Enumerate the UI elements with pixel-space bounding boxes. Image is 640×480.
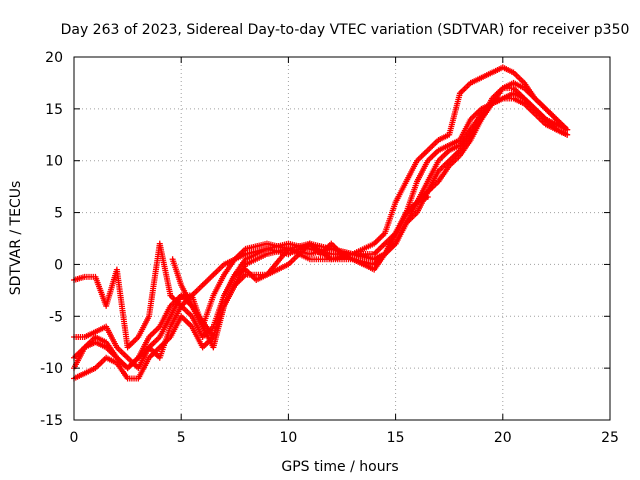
y-tick-label: -5 — [49, 309, 63, 325]
data-point — [424, 194, 431, 201]
axis-ticks: 0 5 10 15 20 25 -15 -10 -5 0 5 10 15 20 — [40, 50, 619, 446]
y-tick-label: 10 — [45, 154, 63, 170]
x-tick-label: 0 — [70, 430, 79, 446]
grid — [74, 57, 610, 420]
y-tick-label: -10 — [40, 361, 63, 377]
plot-border — [73, 56, 611, 421]
y-tick-label: 15 — [45, 102, 63, 118]
data-point — [564, 126, 571, 133]
x-tick-label: 5 — [177, 430, 186, 446]
x-tick-label: 25 — [601, 430, 619, 446]
data-point — [564, 131, 571, 138]
y-axis-label: SDTVAR / TECUs — [8, 181, 24, 296]
x-axis-label: GPS time / hours — [281, 459, 398, 475]
series-track-5 — [71, 64, 571, 351]
y-tick-label: -15 — [40, 413, 63, 429]
x-tick-label: 15 — [387, 430, 405, 446]
axes-frame — [73, 56, 611, 421]
data-series — [71, 64, 571, 382]
series-track-6 — [169, 194, 431, 341]
x-tick-label: 10 — [279, 430, 297, 446]
x-tick-label: 20 — [494, 430, 512, 446]
y-tick-label: 20 — [45, 50, 63, 66]
series-track-2 — [71, 90, 571, 372]
y-tick-label: 5 — [54, 206, 63, 222]
chart-title: Day 263 of 2023, Sidereal Day-to-day VTE… — [61, 22, 630, 38]
y-tick-label: 0 — [54, 257, 63, 273]
